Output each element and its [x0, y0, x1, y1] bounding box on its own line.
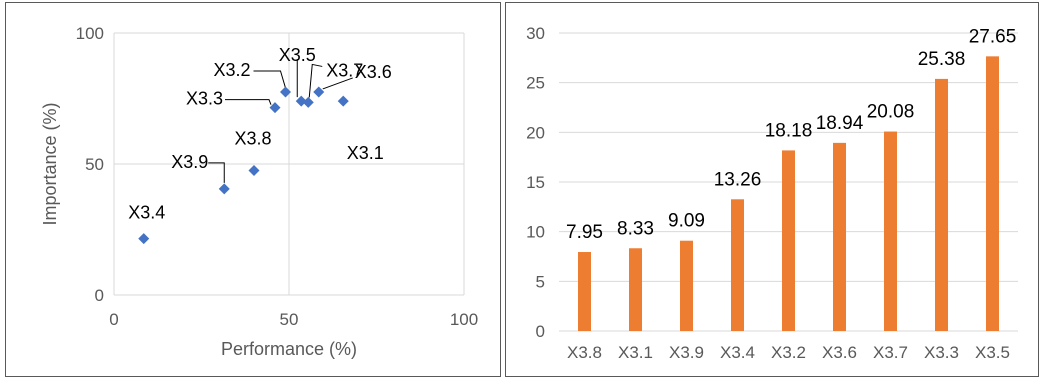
bar: [578, 252, 591, 331]
data-point-marker: [280, 86, 291, 98]
data-point-label: X3.1: [347, 143, 384, 163]
bar-value-label: 27.65: [969, 26, 1017, 47]
bar-chart: 0 5 10 15 20 25 30 7.95 8.33 9.09 13.26 18.18 18.94…: [526, 24, 1018, 362]
data-point-label: X3.6: [355, 62, 392, 82]
data-point-marker: [302, 96, 314, 108]
y-tick-label: 0: [536, 322, 545, 341]
data-point-label: X3.9: [171, 152, 208, 172]
y-axis-title: Importance (%): [40, 102, 60, 225]
leader-line: [253, 70, 286, 89]
data-point-label: X3.3: [186, 89, 223, 109]
leader-line: [308, 63, 323, 98]
bar: [884, 131, 897, 331]
data-point-label: X3.8: [234, 129, 271, 149]
bar: [986, 56, 999, 332]
data-point-label: X3.5: [279, 45, 316, 65]
x-category-label: X3.2: [771, 343, 806, 362]
y-tick-label: 5: [536, 272, 545, 291]
data-point-marker: [313, 86, 325, 98]
bar-value-label: 25.38: [918, 49, 966, 70]
x-category-label: X3.4: [720, 343, 755, 362]
bar: [833, 142, 846, 331]
bar-value-label: 13.26: [714, 169, 762, 190]
x-category-label: X3.9: [669, 343, 704, 362]
y-tick-label: 50: [85, 155, 104, 174]
scatter-chart-panel: 0 50 100 0 50 100 Performance (%) Importance …: [5, 2, 501, 377]
x-category-label: X3.3: [924, 343, 959, 362]
leader-line: [322, 77, 353, 90]
y-tick-label: 30: [526, 24, 545, 43]
data-point-marker: [138, 233, 150, 245]
x-tick-label: 0: [109, 310, 118, 329]
bar-value-label: 7.95: [566, 222, 603, 243]
bar: [680, 240, 693, 331]
leader-line: [208, 162, 225, 183]
y-tick-label: 0: [95, 286, 104, 305]
data-point-label: X3.2: [213, 60, 250, 80]
bar: [782, 150, 795, 331]
bar-value-label: 8.33: [617, 218, 654, 239]
x-tick-label: 100: [450, 310, 478, 329]
data-point-marker: [295, 95, 307, 107]
bar-value-label: 18.18: [765, 120, 813, 141]
x-tick-label: 50: [280, 310, 299, 329]
data-point-marker: [248, 165, 260, 177]
bar-chart-panel: 0 5 10 15 20 25 30 7.95 8.33 9.09 13.26 18.18 18.94…: [505, 2, 1039, 377]
bar-value-label: 9.09: [668, 211, 705, 232]
x-category-label: X3.7: [873, 343, 908, 362]
data-point-marker: [269, 102, 281, 114]
scatter-chart: 0 50 100 0 50 100 Performance (%) Importance …: [40, 24, 478, 359]
leader-line: [225, 99, 272, 105]
x-category-label: X3.5: [975, 343, 1010, 362]
x-category-label: X3.1: [618, 343, 653, 362]
y-tick-label: 10: [526, 223, 545, 242]
data-point-marker: [218, 183, 230, 195]
y-tick-label: 100: [76, 24, 104, 43]
data-point-label: X3.7: [326, 60, 363, 80]
data-point-marker: [337, 95, 349, 107]
y-tick-label: 20: [526, 123, 545, 142]
bar: [731, 199, 744, 331]
y-tick-label: 25: [526, 74, 545, 93]
x-category-label: X3.8: [567, 343, 602, 362]
y-tick-label: 15: [526, 173, 545, 192]
data-point-label: X3.4: [128, 203, 165, 223]
bar-value-label: 18.94: [816, 113, 864, 134]
bar: [629, 248, 642, 331]
bar: [935, 78, 948, 331]
x-category-label: X3.6: [822, 343, 857, 362]
bar-value-label: 20.08: [867, 102, 915, 123]
x-axis-title: Performance (%): [221, 339, 357, 359]
